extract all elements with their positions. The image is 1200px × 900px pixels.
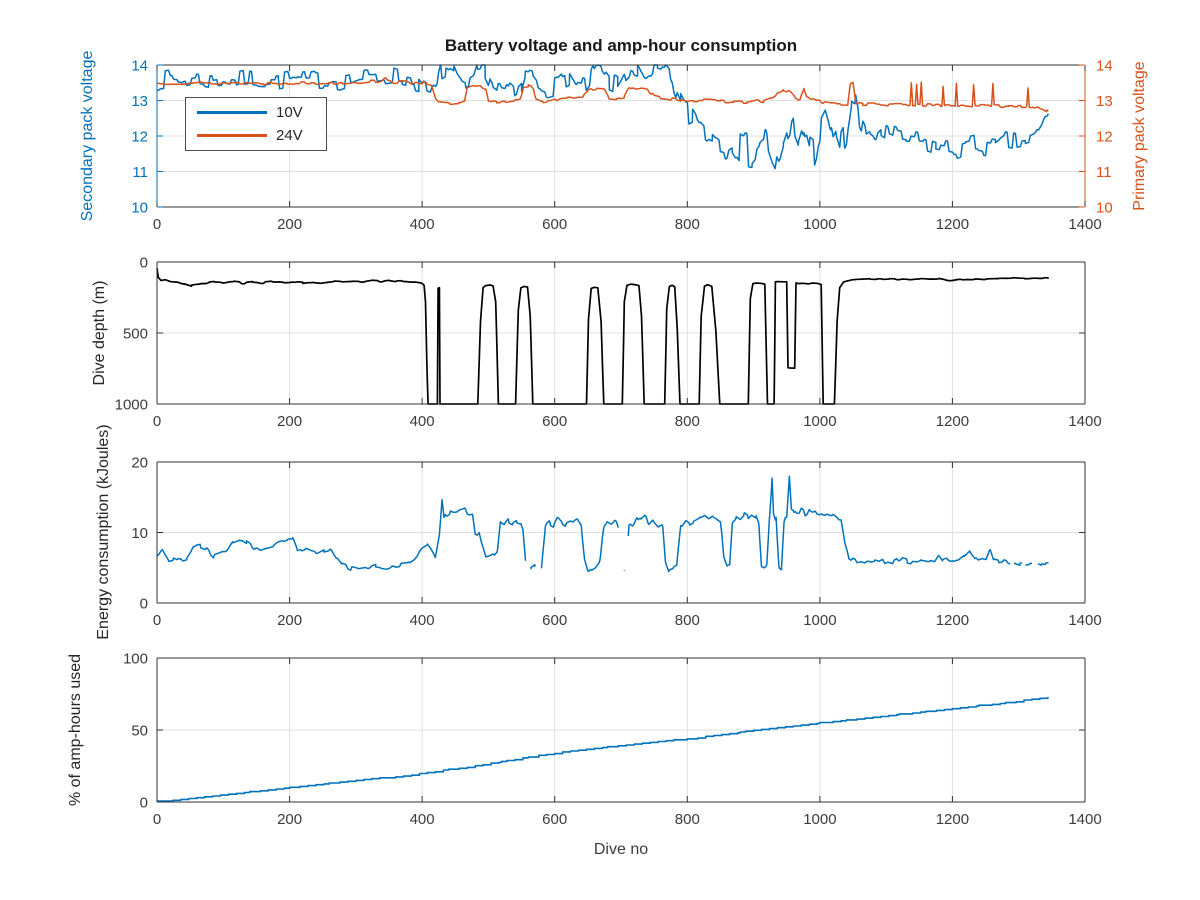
x-tick-label: 400 [410, 612, 435, 629]
x-tick-label: 1400 [1068, 612, 1101, 629]
y-tick-label: 1000 [115, 396, 148, 413]
legend-item-24v: 24V [197, 127, 326, 144]
x-tick-label: 1400 [1068, 413, 1101, 430]
ylabel-amp-hours-used: % of amp-hours used [67, 653, 84, 807]
x-tick-label: 1000 [803, 811, 836, 828]
series-10V [156, 64, 1050, 170]
y-tick-label: 0 [140, 595, 148, 612]
y-tick-label-right: 12 [1096, 128, 1113, 145]
series-depth [156, 268, 1050, 405]
y-tick-label: 10 [131, 199, 148, 216]
legend-line-sample-10v [197, 111, 267, 114]
x-tick-label: 600 [542, 413, 567, 430]
legend: 10V 24V [185, 97, 327, 151]
grid-depth [157, 262, 1085, 404]
ticks-energy [156, 461, 1086, 604]
subplot-amphours: 0 200 400 600 800 1000 1200 1400 0 50 100 [123, 650, 1102, 828]
y-tick-label: 500 [123, 325, 148, 342]
x-tick-label: 600 [542, 612, 567, 629]
y-tick-label: 0 [140, 254, 148, 271]
series-pct-amp-hours [157, 696, 1049, 802]
y-tick-label: 50 [131, 722, 148, 739]
grid-amphours [157, 658, 1085, 802]
y-tick-label-right: 11 [1096, 164, 1112, 181]
x-tick-label: 800 [675, 811, 700, 828]
x-tick-label: 0 [153, 612, 161, 629]
x-tick-label: 800 [675, 612, 700, 629]
x-tick-label: 200 [277, 216, 302, 233]
series-energy [156, 475, 1049, 573]
tick-labels-energy: 0 200 400 600 800 1000 1200 1400 0 10 20 [131, 454, 1101, 629]
y-tick-label: 0 [140, 794, 148, 811]
y-tick-label-right: 10 [1096, 199, 1113, 216]
x-tick-label: 1400 [1068, 811, 1101, 828]
x-tick-label: 200 [277, 413, 302, 430]
legend-line-sample-24v [197, 134, 267, 137]
ticks-amphours [156, 657, 1086, 803]
x-tick-label: 0 [153, 216, 161, 233]
x-tick-label: 600 [542, 811, 567, 828]
x-tick-label: 0 [153, 811, 161, 828]
y-tick-label-right: 13 [1096, 93, 1113, 110]
y-tick-label: 11 [132, 164, 148, 181]
ylabel-secondary-pack-voltage: Secondary pack voltage [79, 50, 96, 222]
x-tick-label: 1200 [936, 811, 969, 828]
subplot-energy: 0 200 400 600 800 1000 1200 1400 0 10 20 [131, 454, 1101, 629]
x-tick-label: 1200 [936, 413, 969, 430]
x-tick-label: 1400 [1068, 216, 1101, 233]
x-tick-label: 800 [675, 216, 700, 233]
y-tick-label-right: 14 [1096, 57, 1113, 74]
x-tick-label: 400 [410, 216, 435, 233]
x-tick-label: 0 [153, 413, 161, 430]
xlabel-dive-no: Dive no [593, 841, 649, 858]
x-tick-label: 1000 [803, 216, 836, 233]
ticks-depth [156, 261, 1086, 405]
axes-box-energy [156, 461, 1086, 604]
x-tick-label: 800 [675, 413, 700, 430]
grid-energy [157, 462, 1085, 603]
legend-label-10v: 10V [276, 104, 303, 121]
x-tick-label: 1200 [936, 216, 969, 233]
x-tick-label: 400 [410, 413, 435, 430]
y-tick-label: 14 [131, 57, 148, 74]
x-tick-label: 200 [277, 612, 302, 629]
ylabel-dive-depth: Dive depth (m) [91, 280, 108, 386]
legend-label-24v: 24V [276, 127, 303, 144]
x-tick-label: 1000 [803, 612, 836, 629]
ylabel-primary-pack-voltage: Primary pack voltage [1131, 61, 1148, 211]
x-tick-label: 200 [277, 811, 302, 828]
legend-item-10v: 10V [197, 104, 326, 121]
x-tick-label: 1000 [803, 413, 836, 430]
y-tick-label: 20 [131, 454, 148, 471]
tick-labels-depth: 0 200 400 600 800 1000 1200 1400 0 500 1000 [115, 254, 1102, 430]
x-tick-label: 600 [542, 216, 567, 233]
x-tick-label: 1200 [936, 612, 969, 629]
y-tick-label: 10 [131, 525, 148, 542]
tick-labels-amphours: 0 200 400 600 800 1000 1200 1400 0 50 100 [123, 650, 1102, 828]
figure-title: Battery voltage and amp-hour consumption [444, 36, 798, 55]
y-tick-label: 100 [123, 650, 148, 667]
ylabel-energy-consumption: Energy consumption (kJoules) [95, 424, 112, 640]
x-tick-label: 400 [410, 811, 435, 828]
subplot-depth: 0 200 400 600 800 1000 1200 1400 0 500 1000 [115, 254, 1102, 430]
series-24V [156, 77, 1049, 113]
y-tick-label: 13 [131, 93, 148, 110]
ticks-voltage [156, 64, 1086, 208]
y-tick-label: 12 [131, 128, 148, 145]
